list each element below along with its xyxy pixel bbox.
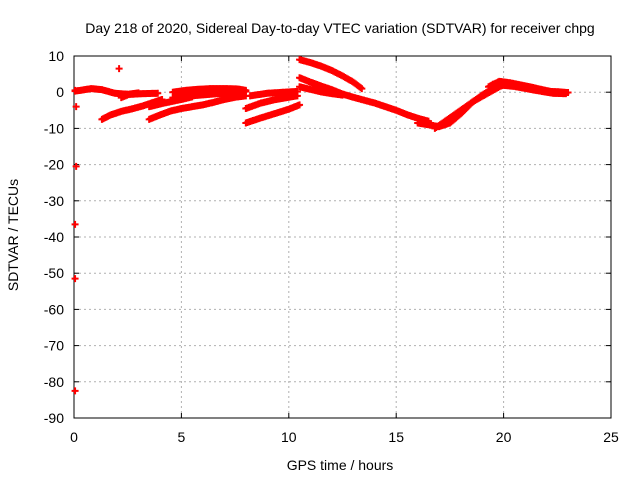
y-tick-label: -60 [44,301,64,317]
data-point [134,89,142,97]
x-tick-label: 20 [496,429,512,445]
data-point [293,87,301,95]
y-tick-label: 0 [56,84,64,100]
x-tick-label: 0 [70,429,78,445]
grid-lines [74,56,611,418]
chart-title: Day 218 of 2020, Sidereal Day-to-day VTE… [85,20,594,36]
axis-ticks: 0 5 10 15 20 25 -90 -80 -70 -60 -50 -40 -30 -20 -10 0 10 [44,48,619,445]
x-tick-label: 5 [178,429,186,445]
y-tick-label: -30 [44,193,64,209]
data-point [71,220,79,228]
y-tick-label: 10 [48,48,64,64]
data-points [71,56,572,395]
data-point [72,162,80,170]
y-tick-label: -70 [44,338,64,354]
y-tick-label: -80 [44,374,64,390]
y-tick-label: -50 [44,265,64,281]
data-point [339,91,346,99]
x-axis-label: GPS time / hours [287,457,394,473]
data-point [562,90,570,98]
data-point [358,85,366,93]
y-tick-label: -20 [44,157,64,173]
data-point [242,87,250,95]
data-point [71,275,79,283]
y-axis-label: SDTVAR / TECUs [5,179,21,291]
data-point [72,103,80,111]
y-tick-label: -90 [44,410,64,426]
x-tick-label: 25 [603,429,619,445]
data-point [154,89,162,97]
y-tick-label: -40 [44,229,64,245]
x-tick-label: 15 [388,429,404,445]
y-tick-label: -10 [44,120,64,136]
data-point [296,101,304,109]
data-point [115,65,123,73]
x-tick-label: 10 [281,429,297,445]
data-point [71,387,79,395]
